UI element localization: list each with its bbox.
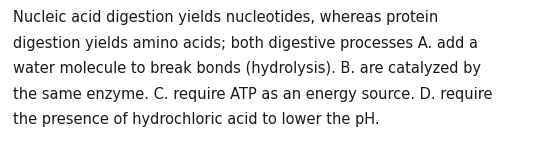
Text: digestion yields amino acids; both digestive processes A. add a: digestion yields amino acids; both diges…	[13, 36, 478, 51]
Text: Nucleic acid digestion yields nucleotides, whereas protein: Nucleic acid digestion yields nucleotide…	[13, 10, 438, 25]
Text: water molecule to break bonds (hydrolysis). B. are catalyzed by: water molecule to break bonds (hydrolysi…	[13, 61, 481, 76]
Text: the same enzyme. C. require ATP as an energy source. D. require: the same enzyme. C. require ATP as an en…	[13, 87, 493, 102]
Text: the presence of hydrochloric acid to lower the pH.: the presence of hydrochloric acid to low…	[13, 112, 379, 127]
